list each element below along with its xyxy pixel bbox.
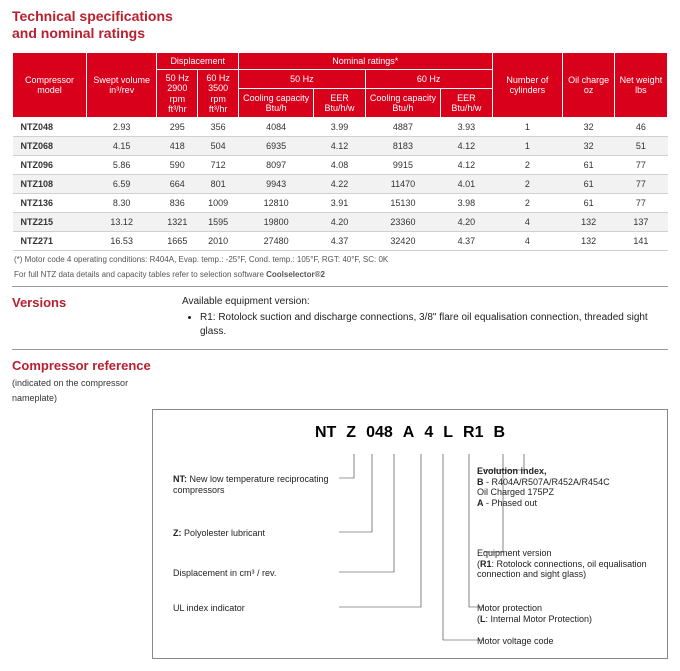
leader-left: Z: Polyolester lubricant xyxy=(173,528,343,539)
code-segment: NT xyxy=(315,424,336,442)
spec-table: Compressor model Swept volume in³/rev Di… xyxy=(12,52,668,252)
versions-body: Available equipment version: R1: Rotoloc… xyxy=(182,295,668,339)
footnote-2: For full NTZ data details and capacity t… xyxy=(14,270,668,280)
leader-right: Evolution index,B - R404A/R507A/R452A/R4… xyxy=(477,466,647,509)
col-d50: 50 Hz2900 rpmft³/hr xyxy=(157,69,198,117)
table-row: NTZ1368.308361009128103.91151303.9826177 xyxy=(13,194,668,213)
grp-displacement: Displacement xyxy=(157,52,239,69)
leader-right: Motor voltage code xyxy=(477,636,647,647)
reference-code: NT Z 048 A4L R1 B xyxy=(169,424,651,442)
code-segment: A xyxy=(403,424,415,442)
col-model: Compressor model xyxy=(13,52,87,118)
code-segment: L xyxy=(443,424,453,442)
col-eer50: EER Btu/h/w xyxy=(314,88,365,118)
leader-left: NT: New low temperature reciprocating co… xyxy=(173,474,343,496)
code-segment: Z xyxy=(346,424,356,442)
table-row: NTZ0965.8659071280974.0899154.1226177 xyxy=(13,156,668,175)
reference-diagram: NT Z 048 A4L R1 B NT: New low temperature rec… xyxy=(152,409,668,659)
col-cool50: Cooling capacity Btu/h xyxy=(238,88,313,118)
col-d60: 60 Hz3500 rpmft³/hr xyxy=(198,69,239,117)
title-l1: Technical specifications xyxy=(12,8,173,24)
leader-left: UL index indicator xyxy=(173,603,343,614)
table-row: NTZ21513.1213211595198004.20233604.20413… xyxy=(13,213,668,232)
reference-label: Compressor reference (indicated on the c… xyxy=(12,358,152,405)
code-segment: 048 xyxy=(366,424,393,442)
code-segment: 4 xyxy=(424,424,433,442)
divider-2 xyxy=(12,349,668,350)
col-hz50: 50 Hz xyxy=(238,69,365,88)
code-segment: R1 xyxy=(463,424,483,442)
col-cool60: Cooling capacity Btu/h xyxy=(365,88,440,118)
table-row: NTZ0684.1541850469354.1281834.1213251 xyxy=(13,137,668,156)
versions-intro: Available equipment version: xyxy=(182,295,668,309)
leader-left: Displacement in cm³ / rev. xyxy=(173,568,343,579)
table-row: NTZ1086.5966480199434.22114704.0126177 xyxy=(13,175,668,194)
versions-section: Versions Available equipment version: R1… xyxy=(12,295,668,339)
title-l2: and nominal ratings xyxy=(12,25,145,41)
col-hz60: 60 Hz xyxy=(365,69,492,88)
reference-header: Compressor reference (indicated on the c… xyxy=(12,358,668,405)
footnote-1: (*) Motor code 4 operating conditions: R… xyxy=(14,255,668,265)
col-eer60: EER Btu/h/w xyxy=(441,88,492,118)
table-row: NTZ27116.5316652010274804.37324204.37413… xyxy=(13,232,668,251)
versions-label: Versions xyxy=(12,295,152,339)
table-row: NTZ0482.9329535640843.9948873.9313246 xyxy=(13,118,668,137)
leader-right: Equipment version(R1: Rotolock connectio… xyxy=(477,548,647,580)
col-cyl: Number of cylinders xyxy=(492,52,563,118)
col-swept: Swept volume in³/rev xyxy=(86,52,156,118)
code-segment: B xyxy=(493,424,505,442)
page-title: Technical specifications and nominal rat… xyxy=(12,8,668,42)
col-wt: Net weight lbs xyxy=(614,52,667,118)
leader-right: Motor protection(L: Internal Motor Prote… xyxy=(477,603,647,625)
versions-bullet: R1: Rotolock suction and discharge conne… xyxy=(200,311,668,339)
divider xyxy=(12,286,668,287)
col-oil: Oil charge oz xyxy=(563,52,615,118)
grp-nominal: Nominal ratings* xyxy=(238,52,492,69)
